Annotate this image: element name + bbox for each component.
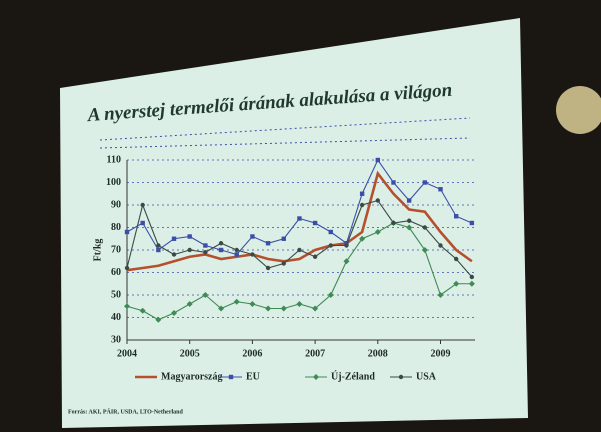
marker <box>172 237 176 241</box>
legend-label: Magyarország <box>161 371 222 382</box>
marker <box>250 252 254 256</box>
marker <box>140 221 144 225</box>
marker <box>250 234 254 238</box>
x-tick-label: 2007 <box>305 348 325 359</box>
y-tick-label: 70 <box>111 244 121 255</box>
page: A nyerstej termelői árának alakulása a v… <box>0 0 601 432</box>
x-tick-label: 2008 <box>368 348 388 359</box>
marker <box>203 250 207 254</box>
marker <box>391 221 395 225</box>
marker <box>376 198 380 202</box>
marker <box>423 180 427 184</box>
marker <box>454 257 458 261</box>
marker <box>438 243 442 247</box>
y-tick-label: 100 <box>106 177 121 188</box>
y-tick-label: 40 <box>111 312 121 323</box>
legend-label: EU <box>246 371 260 382</box>
marker <box>125 266 129 270</box>
x-tick-label: 2004 <box>117 348 137 359</box>
slide <box>60 18 528 428</box>
marker <box>399 375 403 379</box>
marker <box>235 252 239 256</box>
marker <box>125 230 129 234</box>
marker <box>344 243 348 247</box>
y-tick-label: 80 <box>111 222 121 233</box>
marker <box>172 252 176 256</box>
y-tick-label: 90 <box>111 199 121 210</box>
marker <box>454 214 458 218</box>
marker <box>229 375 233 379</box>
marker <box>313 221 317 225</box>
y-tick-label: 110 <box>107 154 121 165</box>
marker <box>266 266 270 270</box>
legend-label: USA <box>416 371 437 382</box>
marker <box>407 198 411 202</box>
x-tick-label: 2006 <box>242 348 262 359</box>
marker <box>203 243 207 247</box>
source: Forrás: AKI, PÁIR, USDA, LTO-Netherland <box>68 407 184 415</box>
chart: A nyerstej termelői árának alakulása a v… <box>0 0 601 432</box>
x-tick-label: 2009 <box>431 348 451 359</box>
y-tick-label: 50 <box>111 289 121 300</box>
marker <box>156 248 160 252</box>
marker <box>282 237 286 241</box>
x-tick-label: 2005 <box>180 348 200 359</box>
marker <box>188 234 192 238</box>
marker <box>219 248 223 252</box>
marker <box>360 203 364 207</box>
marker <box>360 192 364 196</box>
marker <box>188 248 192 252</box>
marker <box>313 255 317 259</box>
marker <box>391 180 395 184</box>
y-tick-label: 60 <box>111 267 121 278</box>
marker <box>470 275 474 279</box>
y-tick-label: 30 <box>111 334 121 345</box>
y-axis-label: Ft/kg <box>92 239 103 262</box>
marker <box>297 248 301 252</box>
marker <box>438 187 442 191</box>
marker <box>266 241 270 245</box>
marker <box>156 243 160 247</box>
marker <box>407 219 411 223</box>
marker <box>470 221 474 225</box>
marker <box>140 203 144 207</box>
marker <box>423 225 427 229</box>
legend-label: Új-Zéland <box>331 370 375 382</box>
marker <box>329 243 333 247</box>
marker <box>297 216 301 220</box>
marker <box>376 158 380 162</box>
marker <box>282 261 286 265</box>
marker <box>235 248 239 252</box>
marker <box>219 241 223 245</box>
marker <box>329 230 333 234</box>
